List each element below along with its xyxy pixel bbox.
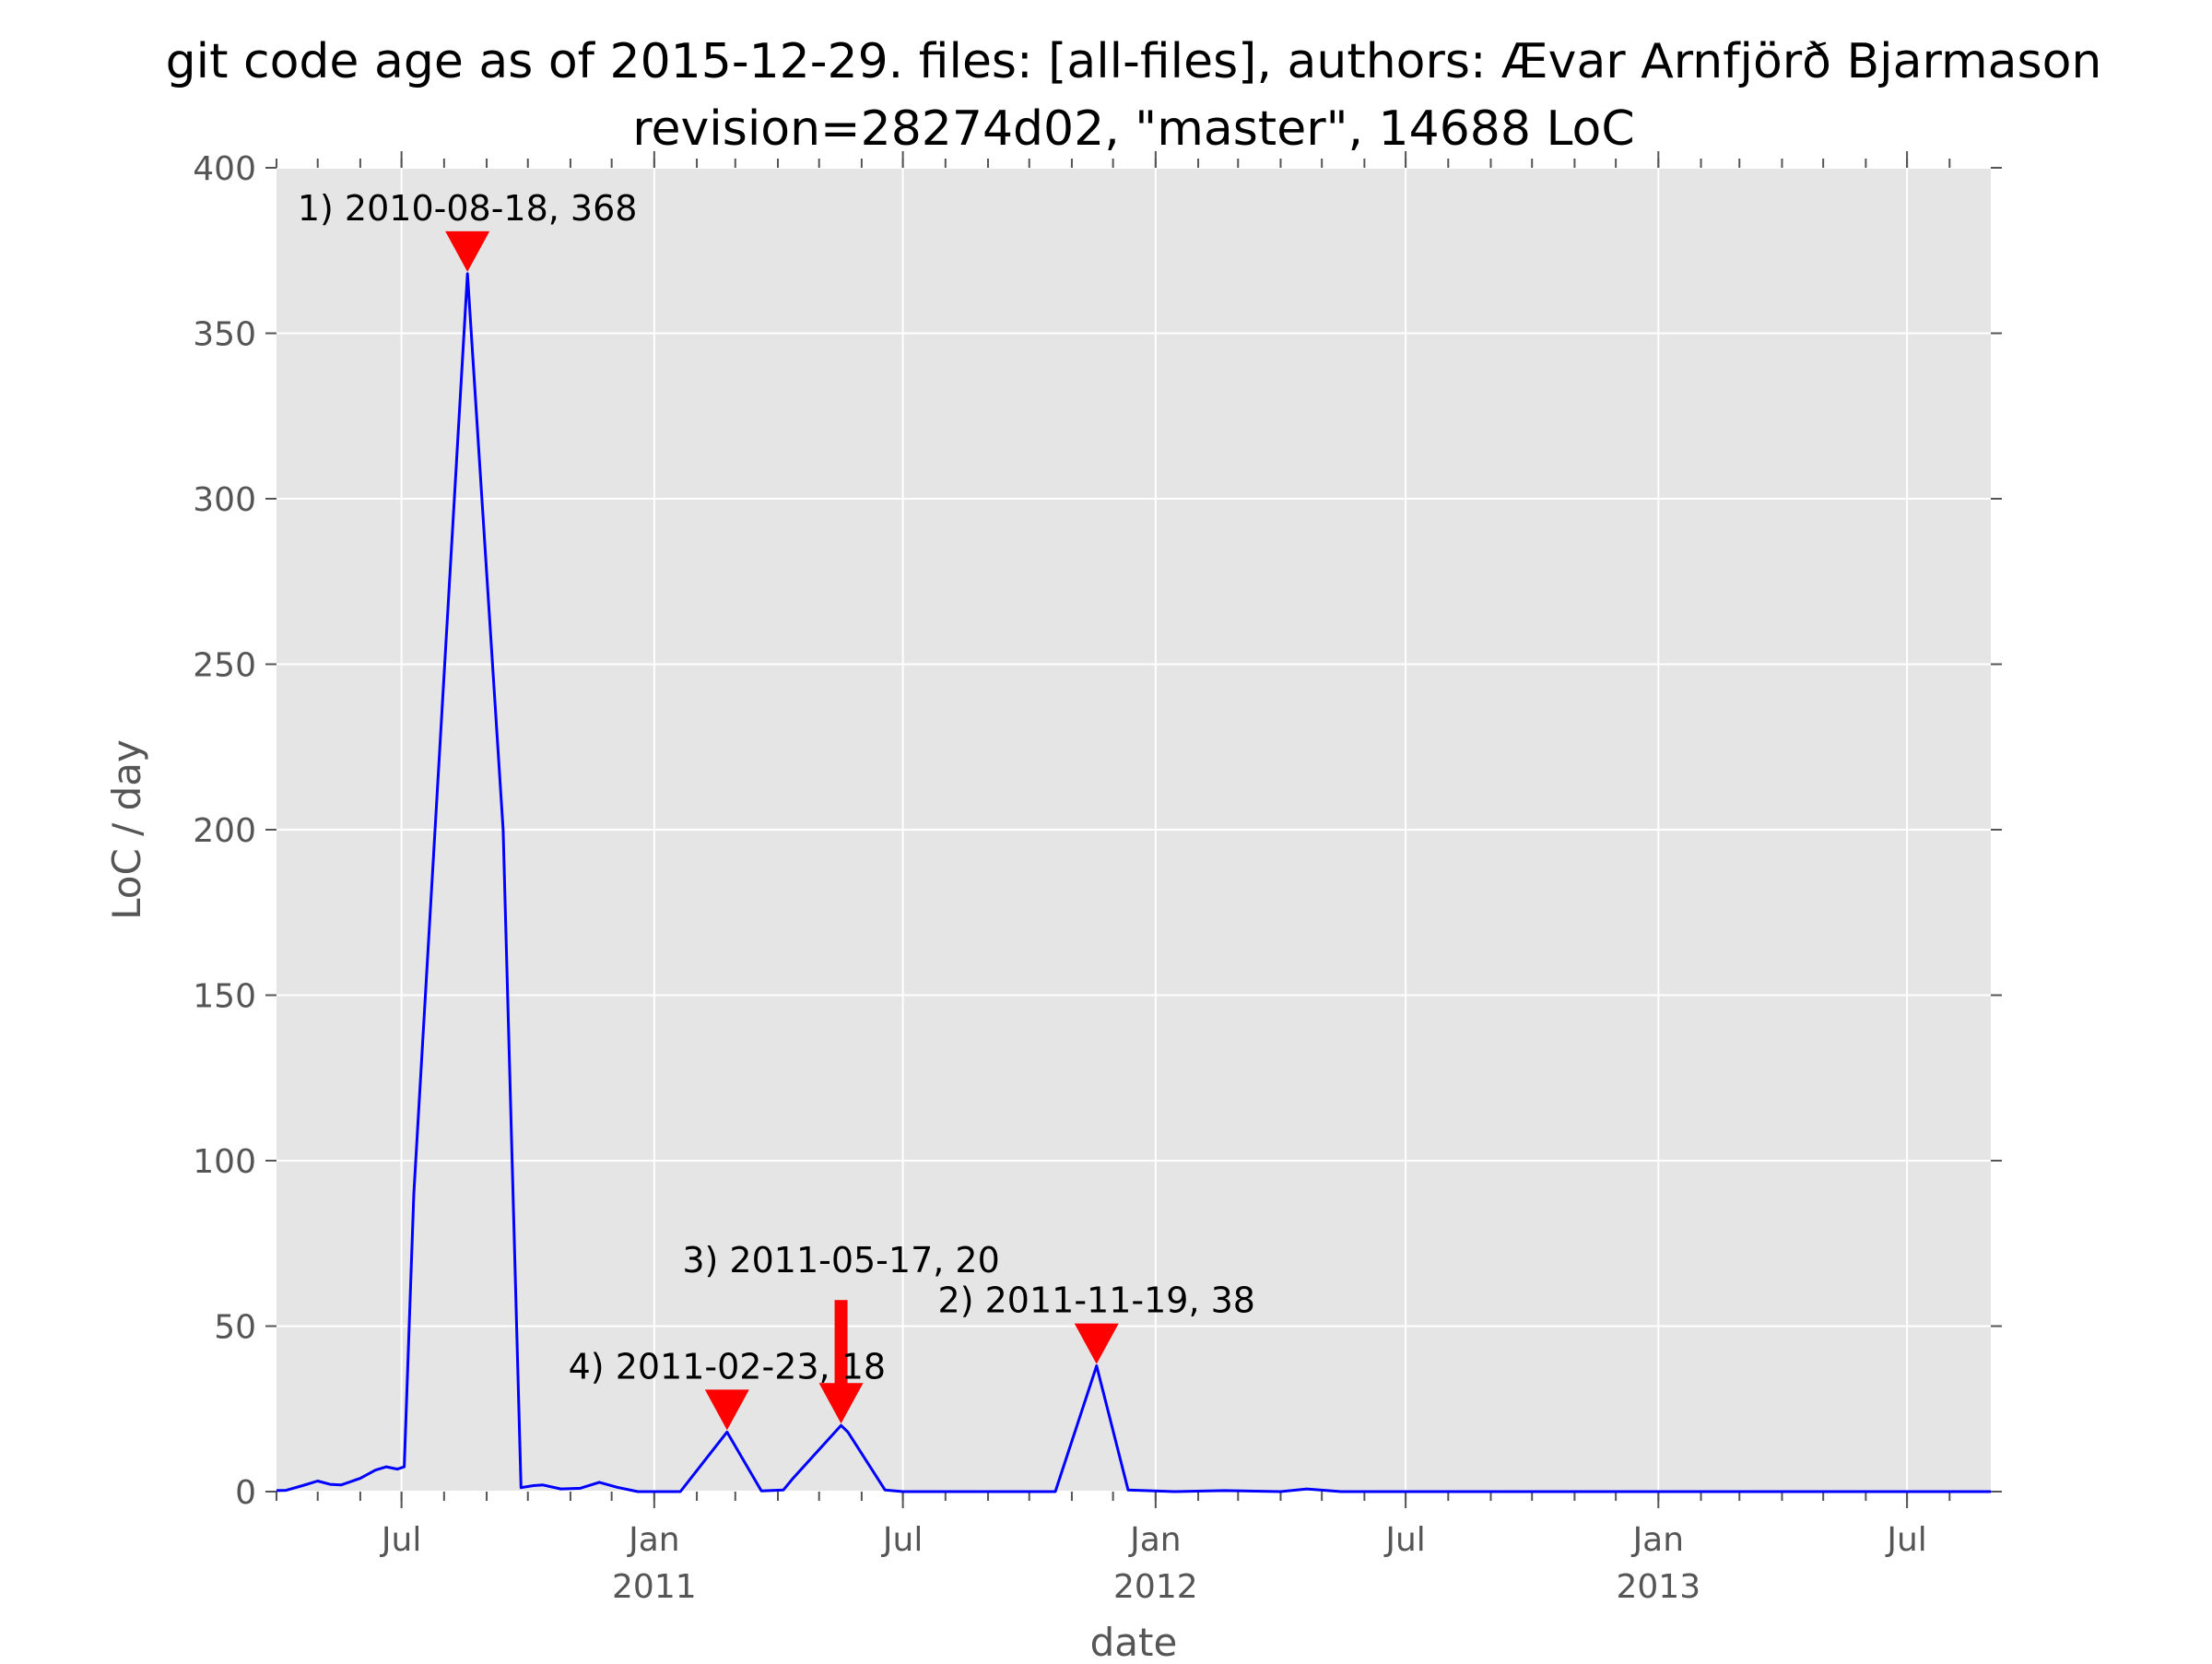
x-tick-year-label: 2013: [1617, 1568, 1701, 1606]
y-axis-label: LoC / day: [104, 739, 149, 920]
x-axis-label: date: [1090, 1620, 1178, 1659]
y-tick-label: 400: [193, 150, 256, 188]
x-tick-label: Jan: [627, 1521, 680, 1559]
chart-title-line-1: git code age as of 2015-12-29. files: [a…: [166, 34, 2102, 89]
y-tick-label: 0: [235, 1474, 256, 1512]
x-tick-year-label: 2012: [1113, 1568, 1198, 1606]
x-tick-label: Jul: [1383, 1521, 1425, 1559]
x-tick-year-label: 2011: [612, 1568, 697, 1606]
x-tick-label: Jul: [380, 1521, 421, 1559]
y-tick-label: 350: [193, 316, 256, 354]
x-tick-label: Jul: [1885, 1521, 1926, 1559]
y-tick-label: 150: [193, 978, 256, 1016]
annotation-label: 4) 2011-02-23, 18: [569, 1346, 886, 1387]
annotation-label: 1) 2010-08-18, 368: [298, 188, 638, 229]
y-tick-label: 200: [193, 812, 256, 850]
x-tick-label: Jan: [1128, 1521, 1182, 1559]
y-tick-label: 250: [193, 647, 256, 685]
x-tick-label: Jul: [881, 1521, 923, 1559]
chart-title-line-2: revision=28274d02, "master", 14688 LoC: [632, 101, 1634, 157]
x-tick-label: Jan: [1631, 1521, 1685, 1559]
y-tick-label: 300: [193, 481, 256, 519]
annotation-label: 2) 2011-11-19, 38: [938, 1280, 1255, 1321]
y-tick-label: 100: [193, 1143, 256, 1181]
annotation-label: 3) 2011-05-17, 20: [682, 1240, 999, 1280]
y-tick-label: 50: [214, 1309, 256, 1347]
